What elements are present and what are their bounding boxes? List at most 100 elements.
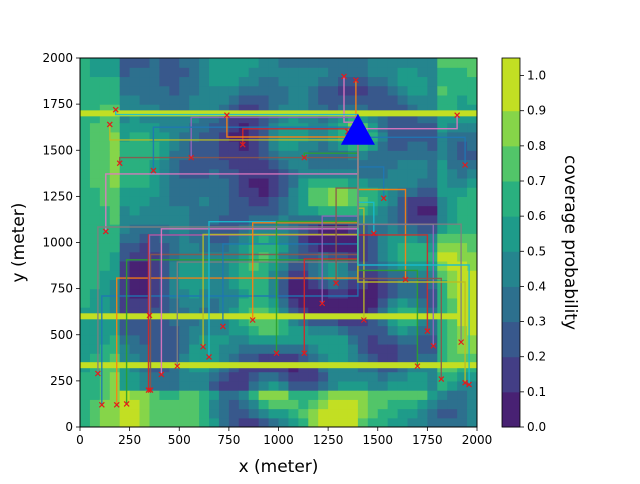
heatmap-cell — [140, 196, 151, 206]
heatmap-cell — [437, 233, 448, 243]
heatmap-cell — [120, 233, 131, 243]
heatmap-cell — [80, 67, 91, 77]
heatmap-cell — [149, 206, 160, 216]
heatmap-cell — [249, 344, 260, 354]
heatmap-cell — [269, 399, 280, 409]
heatmap-cell — [259, 67, 270, 77]
heatmap-cell — [229, 95, 240, 105]
heatmap-cell — [408, 187, 419, 197]
heatmap-cell — [457, 409, 468, 419]
heatmap-cell — [417, 289, 428, 299]
y-tick-label: 1000 — [42, 236, 73, 250]
heatmap-cell — [199, 326, 210, 336]
heatmap-cell — [209, 86, 220, 96]
heatmap-cell — [398, 123, 409, 133]
heatmap-cell — [408, 159, 419, 169]
heatmap-cell — [189, 159, 200, 169]
heatmap-cell — [110, 224, 121, 234]
heatmap-cell — [447, 243, 458, 253]
heatmap-cell — [288, 141, 299, 151]
heatmap-cell — [269, 335, 280, 345]
heatmap-cell — [378, 206, 389, 216]
heatmap-cell — [348, 344, 359, 354]
heatmap-cell — [408, 409, 419, 419]
heatmap-cell — [249, 141, 260, 151]
heatmap-cell — [467, 409, 478, 419]
heatmap-cell — [447, 169, 458, 179]
heatmap-cell — [358, 67, 369, 77]
heatmap-cell — [408, 261, 419, 271]
heatmap-cell — [328, 344, 339, 354]
heatmap-cell — [358, 326, 369, 336]
heatmap-cell — [427, 178, 438, 188]
heatmap-cell — [120, 243, 131, 253]
heatmap-cell — [437, 344, 448, 354]
heatmap-cell — [179, 326, 190, 336]
heatmap-cell — [179, 409, 190, 419]
heatmap-cell — [120, 289, 131, 299]
heatmap-cell — [169, 381, 180, 391]
heatmap-cell — [318, 95, 329, 105]
heatmap-cell — [110, 335, 121, 345]
heatmap-cell — [378, 353, 389, 363]
heatmap-cell — [467, 215, 478, 225]
heatmap-cell — [328, 289, 339, 299]
heatmap-cell — [408, 169, 419, 179]
heatmap-cell — [457, 196, 468, 206]
heatmap-cell — [457, 344, 468, 354]
heatmap-cell — [288, 372, 299, 382]
heatmap-cell — [120, 67, 131, 77]
heatmap-cell — [199, 67, 210, 77]
heatmap-cell — [120, 224, 131, 234]
heatmap-cell — [427, 159, 438, 169]
colorbar-tick-label: 0.0 — [527, 420, 546, 434]
heatmap-cell — [358, 289, 369, 299]
heatmap-cell — [368, 252, 379, 262]
heatmap-cell — [140, 58, 151, 68]
heatmap-cell — [130, 187, 141, 197]
heatmap-cell — [189, 335, 200, 345]
heatmap-cell — [209, 150, 220, 160]
heatmap-cell — [328, 372, 339, 382]
heatmap-cell — [378, 76, 389, 86]
heatmap-cell — [457, 399, 468, 409]
heatmap-cell — [80, 399, 91, 409]
heatmap-cell — [417, 95, 428, 105]
heatmap-cell — [90, 86, 101, 96]
heatmap-cell — [318, 58, 329, 68]
heatmap-cell — [219, 178, 230, 188]
heatmap-cell — [318, 196, 329, 206]
heatmap-cell — [437, 150, 448, 160]
heatmap-cell — [169, 409, 180, 419]
heatmap-cell — [80, 206, 91, 216]
heatmap-cell — [120, 344, 131, 354]
heatmap-cell — [229, 67, 240, 77]
heatmap-cell — [179, 187, 190, 197]
heatmap-cell — [388, 243, 399, 253]
heatmap-cell — [179, 141, 190, 151]
heatmap-cell — [169, 344, 180, 354]
heatmap-cell — [408, 67, 419, 77]
heatmap-cell — [408, 335, 419, 345]
heatmap-cell — [308, 409, 319, 419]
heatmap-cell — [239, 159, 250, 169]
heatmap-cell — [130, 76, 141, 86]
heatmap-cell — [100, 270, 111, 280]
heatmap-cell — [130, 224, 141, 234]
heatmap-cell — [269, 159, 280, 169]
heatmap-cell — [388, 224, 399, 234]
heatmap-cell — [110, 409, 121, 419]
heatmap-cell — [110, 206, 121, 216]
heatmap-cell — [308, 206, 319, 216]
heatmap-cell — [447, 270, 458, 280]
x-tick-label: 500 — [168, 433, 191, 447]
heatmap-cell — [140, 123, 151, 133]
heatmap-cell — [467, 141, 478, 151]
heatmap-cell — [219, 215, 230, 225]
heatmap-cell — [388, 95, 399, 105]
heatmap-cell — [159, 187, 170, 197]
heatmap-cell — [199, 206, 210, 216]
heatmap-cell — [298, 409, 309, 419]
heatmap-cell — [130, 399, 141, 409]
heatmap-cell — [209, 159, 220, 169]
